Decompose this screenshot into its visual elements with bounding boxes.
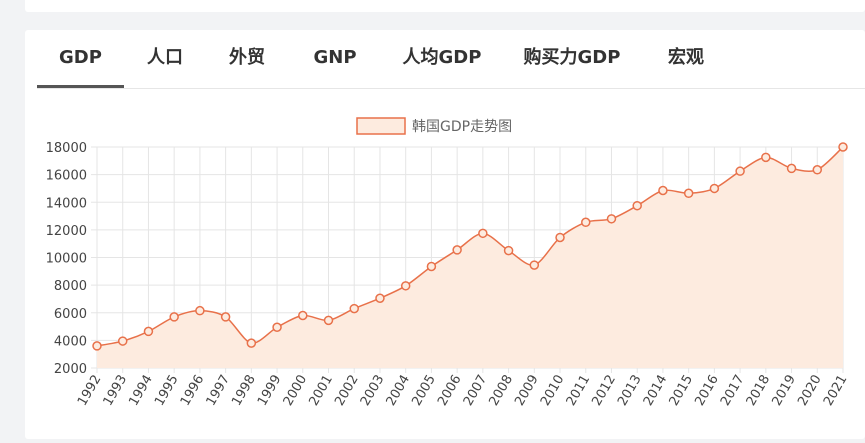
x-tick-label: 1997 [204,373,234,409]
data-point[interactable] [195,305,205,316]
x-tick-label: 1993 [101,373,131,409]
y-tick-label: 14000 [46,196,87,211]
data-point[interactable] [375,293,385,303]
x-tick-label: 1996 [178,373,208,409]
x-tick-label: 2020 [795,373,825,409]
tab-gdp-per-capita[interactable]: 人均GDP [402,47,482,68]
data-point[interactable] [478,228,488,239]
x-tick-label: 2005 [409,373,439,409]
x-tick-label: 2003 [358,373,388,409]
tab-gdp[interactable]: GDP [37,30,124,88]
series-area [97,147,843,368]
data-point[interactable] [117,336,128,346]
data-point[interactable] [400,281,411,291]
data-point[interactable] [92,341,102,351]
data-point[interactable] [555,232,565,243]
x-tick-label: 2018 [744,373,774,409]
data-point[interactable] [735,166,745,176]
x-tick-label: 2015 [667,373,697,409]
tab-macro[interactable]: 宏观 [668,47,704,68]
y-tick-label: 2000 [54,362,87,377]
y-tick-label: 4000 [54,334,87,349]
x-tick-label: 1995 [152,373,182,409]
x-tick-label: 1992 [75,373,105,409]
data-point[interactable] [349,303,359,314]
x-tick-label: 2021 [821,373,851,409]
x-tick-label: 1999 [255,373,285,409]
x-tick-label: 2011 [564,373,594,409]
tab-foreign-trade[interactable]: 外贸 [229,47,265,68]
data-point[interactable] [298,310,308,321]
x-tick-label: 2007 [461,373,491,409]
x-tick-label: 1998 [229,373,259,409]
legend-swatch [356,117,406,135]
data-point[interactable] [143,326,154,337]
data-point[interactable] [246,338,257,348]
data-point[interactable] [838,142,848,152]
x-tick-label: 2002 [332,373,362,409]
y-tick-label: 10000 [46,252,87,267]
y-axis: 18000 16000 14000 12000 10000 8000 6000 4000 200… [46,141,87,377]
data-point[interactable] [426,261,437,272]
data-point[interactable] [503,245,514,256]
x-tick-label: 2008 [487,373,517,409]
data-point[interactable] [786,163,797,174]
x-tick-label: 2001 [306,373,336,409]
data-point[interactable] [272,322,282,333]
y-tick-label: 16000 [46,169,87,184]
y-tick-label: 8000 [54,279,87,294]
x-tick-label: 2016 [692,373,722,409]
data-point[interactable] [761,152,771,163]
y-tick-label: 6000 [54,307,87,322]
data-point[interactable] [658,185,668,196]
x-tick-label: 2006 [435,373,465,409]
data-point[interactable] [323,315,334,326]
data-point[interactable] [709,183,720,194]
tab-ppp-gdp[interactable]: 购买力GDP [523,47,621,68]
y-tick-label: 18000 [46,141,87,156]
x-tick-label: 2004 [384,373,414,409]
tab-population[interactable]: 人口 [147,47,183,68]
data-point[interactable] [812,165,823,175]
plot-area [92,142,848,368]
legend-label: 韩国GDP走势图 [412,119,512,135]
x-tick-label: 2014 [641,373,671,409]
x-axis: 1992199319941995199619971998199920002001… [75,373,851,409]
data-point[interactable] [683,188,694,199]
data-point[interactable] [632,200,642,211]
top-card [25,0,865,12]
x-tick-label: 2017 [718,373,748,409]
x-tick-label: 2019 [769,373,799,409]
data-point[interactable] [581,217,591,228]
data-point[interactable] [452,245,462,255]
x-tick-label: 2010 [538,373,568,409]
x-tick-label: 2000 [281,373,311,409]
x-tick-label: 2012 [589,373,619,409]
tab-bar: GDP 人口 外贸 GNP 人均GDP 购买力GDP 宏观 [37,30,865,89]
data-point[interactable] [169,312,179,322]
x-tick-label: 2013 [615,373,645,409]
tab-gnp[interactable]: GNP [313,47,357,68]
legend[interactable]: 韩国GDP走势图 [356,117,512,135]
data-point[interactable] [220,312,231,322]
data-point[interactable] [529,260,540,270]
x-tick-label: 1994 [126,373,156,409]
x-tick-label: 2009 [512,373,542,409]
data-point[interactable] [606,214,617,224]
y-tick-label: 12000 [46,224,87,239]
